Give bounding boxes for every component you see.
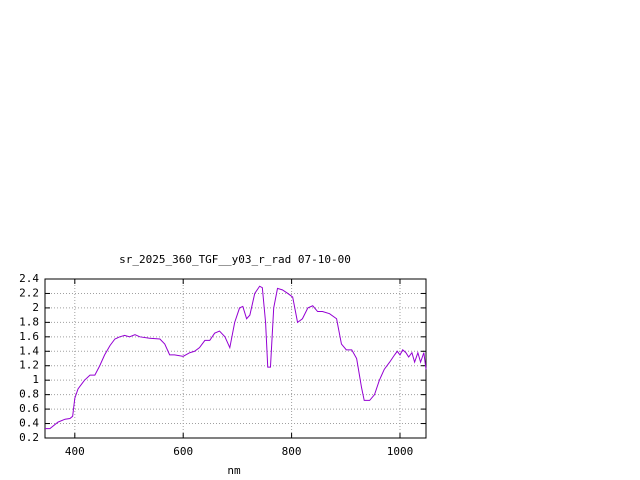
y-tick-label: 1.6: [19, 330, 39, 343]
x-tick-label: 400: [65, 445, 85, 458]
y-tick-label: 2.4: [19, 272, 39, 285]
y-tick-label: 0.4: [19, 417, 39, 430]
data-line: [45, 285, 427, 430]
y-tick-label: 0.2: [19, 431, 39, 444]
chart-title: sr_2025_360_TGF__y03_r_rad 07-10-00: [119, 253, 351, 266]
y-tick-label: 1: [32, 373, 39, 386]
x-axis-label: nm: [227, 464, 241, 477]
y-tick-label: 2.2: [19, 286, 39, 299]
y-tick-label: 1.2: [19, 359, 39, 372]
y-tick-label: 0.6: [19, 402, 39, 415]
y-tick-label: 1.4: [19, 344, 39, 357]
plot-border: [44, 278, 427, 439]
x-tick-label: 600: [173, 445, 193, 458]
x-tick-label: 1000: [387, 445, 414, 458]
x-tick-label: 800: [282, 445, 302, 458]
y-tick-label: 0.8: [19, 388, 39, 401]
y-tick-label: 1.8: [19, 315, 39, 328]
y-tick-label: 2: [32, 301, 39, 314]
